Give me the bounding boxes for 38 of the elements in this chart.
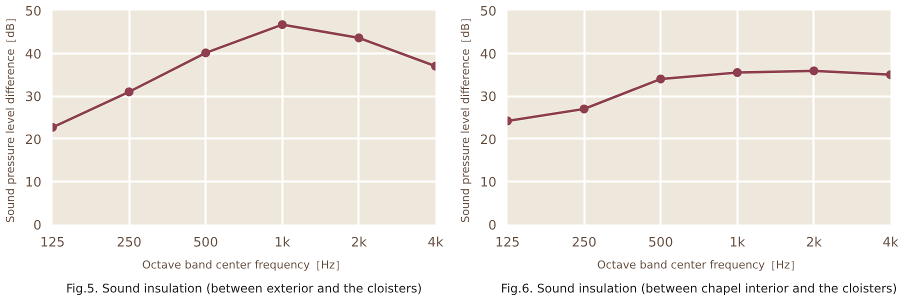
x-tick-label: 2k — [351, 236, 368, 250]
y-tick-label: 40 — [480, 47, 497, 62]
y-tick-label: 50 — [480, 4, 497, 20]
point — [732, 68, 742, 78]
x-tick-label: 1k — [274, 236, 291, 250]
point — [124, 87, 134, 96]
point — [278, 20, 287, 30]
x-tick-label: 500 — [648, 236, 674, 250]
x-axis-title: Octave band center frequency［Hz］ — [597, 258, 801, 272]
y-tick-label: 50 — [24, 4, 42, 20]
x-axis-title: Octave band center frequency［Hz］ — [142, 258, 346, 272]
y-tick-label: 10 — [24, 176, 42, 191]
y-tick-label: 30 — [480, 90, 497, 106]
y-tick-label: 0 — [488, 218, 497, 234]
point — [580, 104, 589, 114]
y-tick-label: 0 — [33, 218, 42, 234]
point — [809, 66, 818, 76]
x-tick-label: 125 — [495, 236, 520, 250]
x-tick-label: 125 — [40, 236, 65, 250]
y-tick-label: 20 — [480, 132, 497, 148]
text: Fig.5. Sound insulation (between exterior and the cloisters) — [66, 282, 422, 296]
y-axis-title: Sound pressure level difference［dB］ — [4, 12, 17, 223]
point — [354, 33, 364, 42]
x-tick-label: 1k — [729, 236, 746, 250]
x-tick-label: 500 — [193, 236, 218, 250]
text: Fig.6. Sound insulation (between chapel interior and the cloisters) — [500, 282, 898, 296]
y-tick-label: 10 — [480, 176, 497, 191]
y-axis-title: Sound pressure level difference［dB］ — [458, 12, 472, 223]
point — [656, 74, 666, 84]
x-tick-label: 4k — [882, 236, 899, 250]
y-tick-label: 30 — [24, 90, 42, 106]
x-tick-label: 250 — [572, 236, 597, 250]
y-tick-label: 20 — [24, 132, 42, 148]
point — [201, 48, 210, 58]
y-tick-label: 40 — [24, 47, 42, 62]
x-tick-label: 2k — [806, 236, 822, 250]
x-tick-label: 4k — [428, 236, 444, 250]
x-tick-label: 250 — [116, 236, 142, 250]
